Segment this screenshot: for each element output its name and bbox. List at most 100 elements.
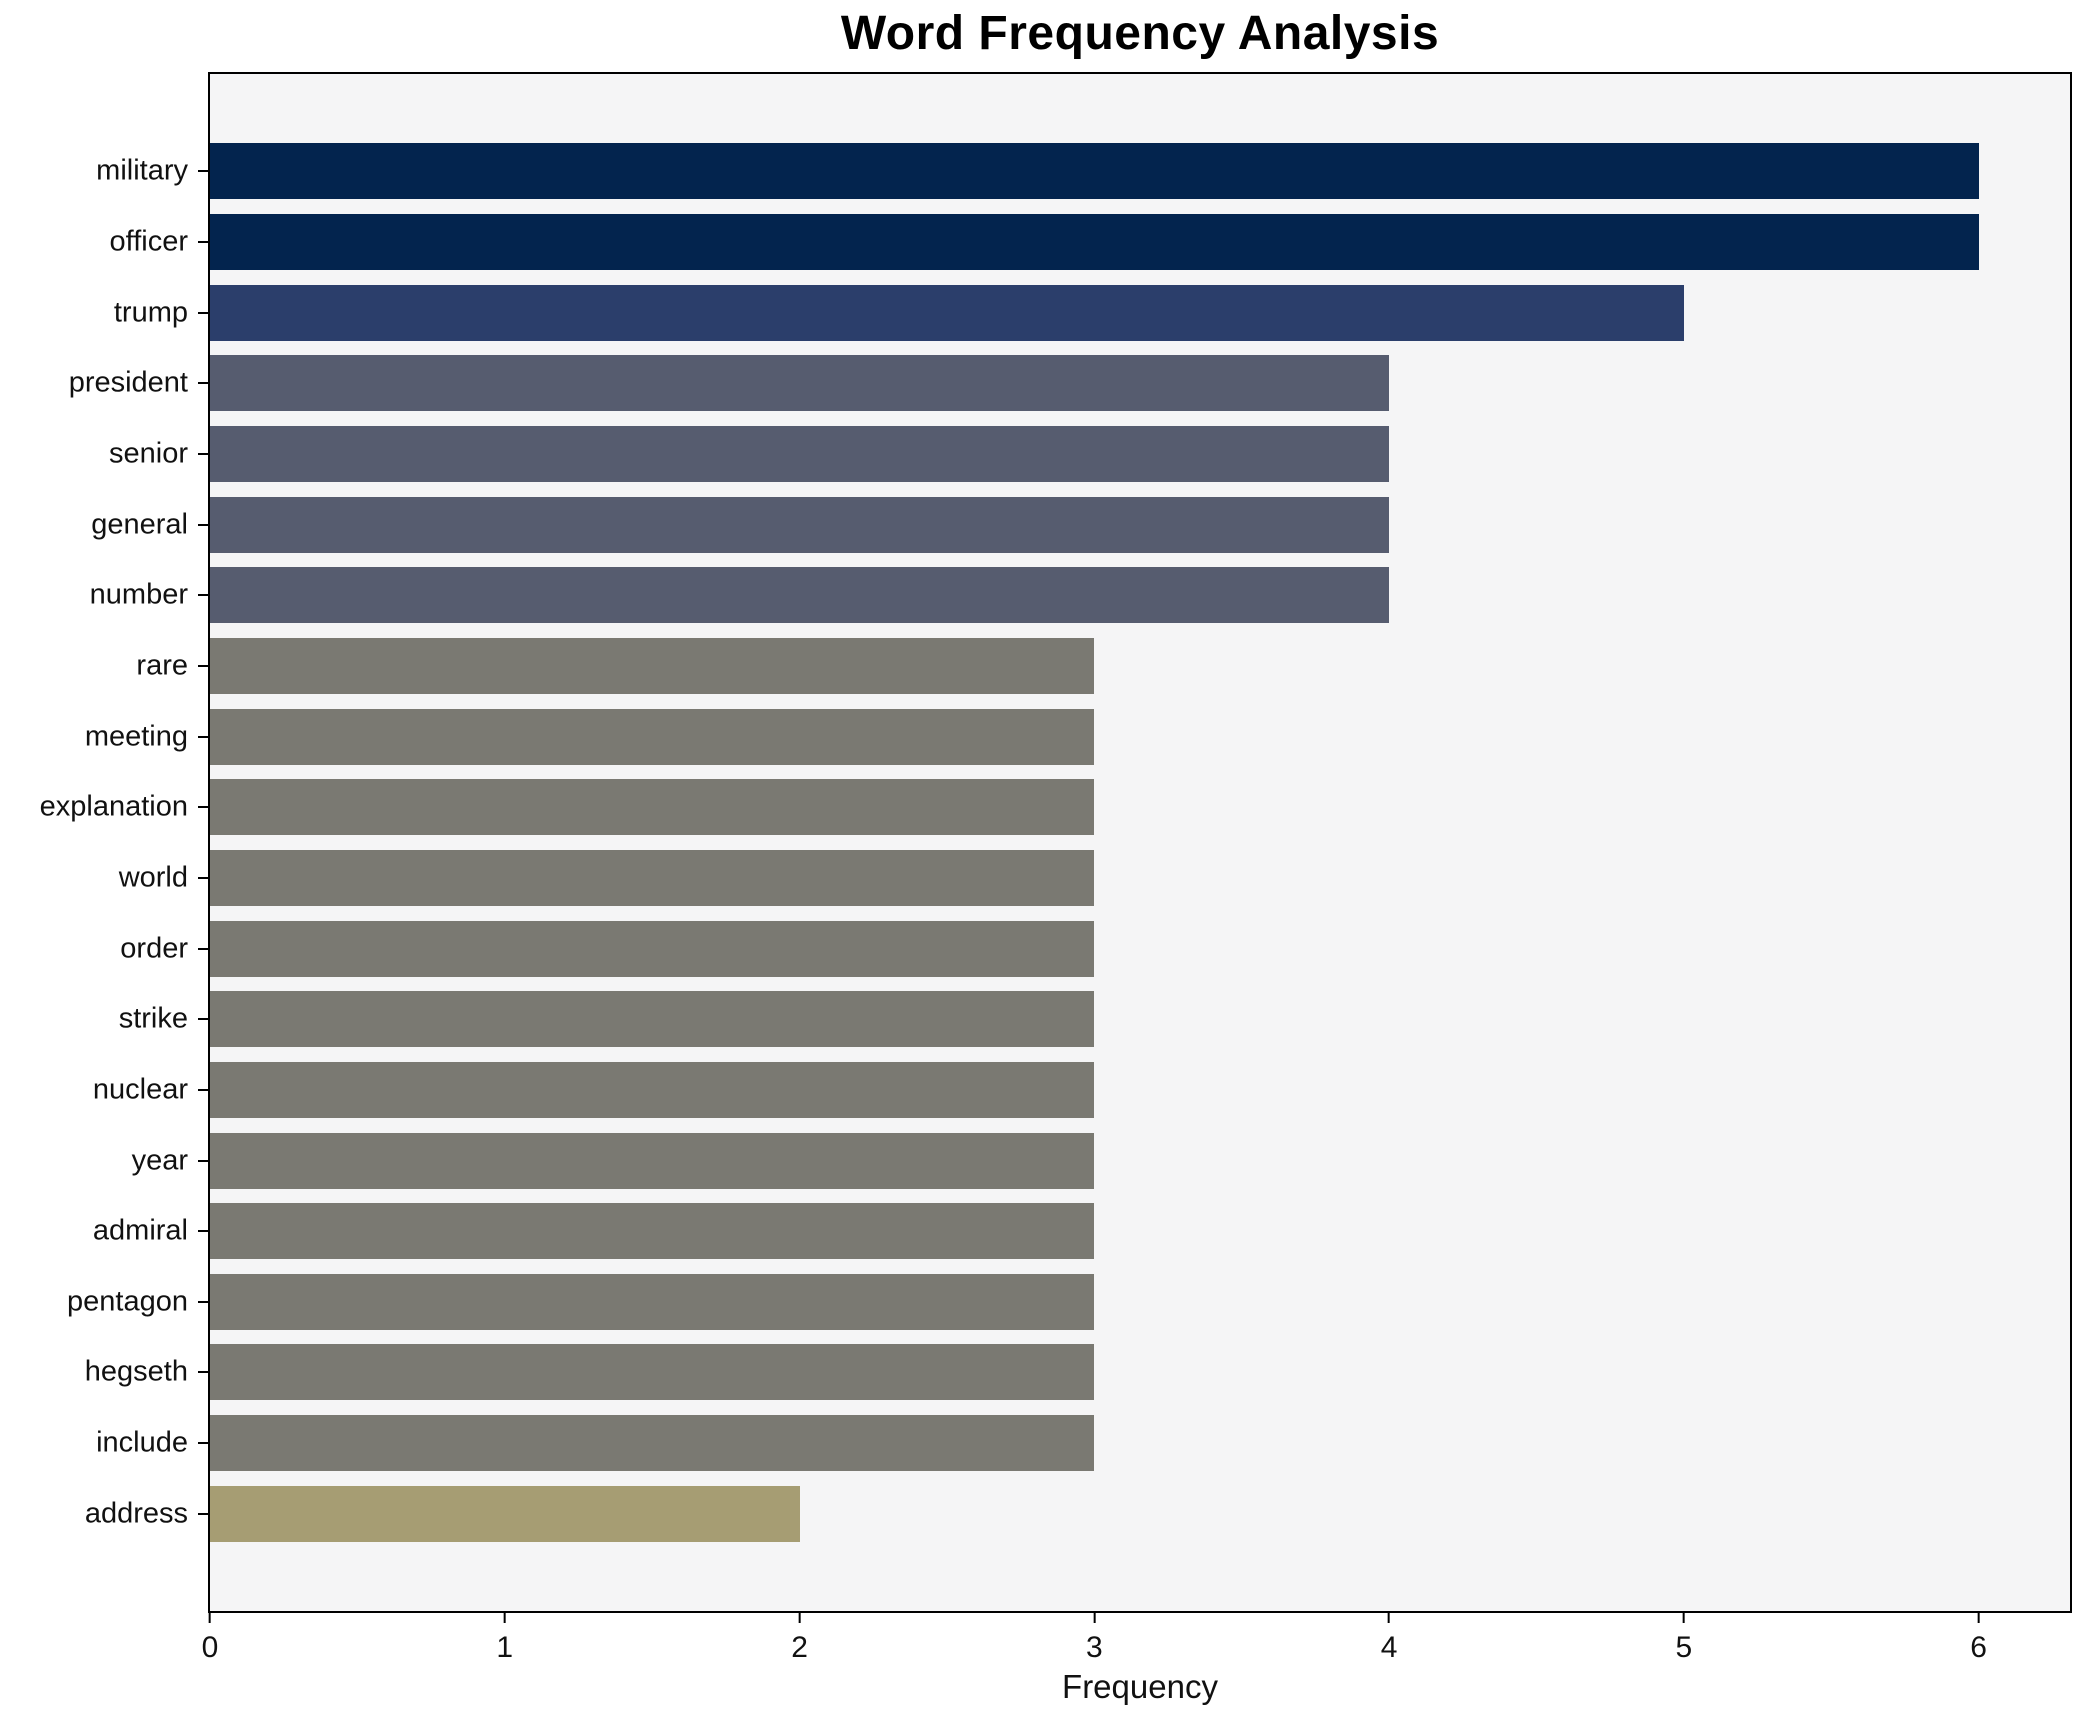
bar xyxy=(210,213,1979,270)
x-tick-label: 5 xyxy=(1675,1631,1693,1664)
y-tick-mark xyxy=(198,947,208,950)
bar-row: general xyxy=(91,489,2070,560)
x-tick-mark xyxy=(1388,1611,1391,1623)
y-tick-mark xyxy=(198,170,208,173)
y-tick-mark xyxy=(198,1230,208,1233)
bar xyxy=(210,1273,1095,1330)
x-tick-mark xyxy=(1093,1611,1096,1623)
bar xyxy=(210,425,1390,482)
x-tick-mark xyxy=(503,1611,506,1623)
x-tick: 5 xyxy=(1675,1611,1693,1665)
y-tick-mark xyxy=(198,1442,208,1445)
y-tick-label: trump xyxy=(113,296,188,329)
y-tick-label: hegseth xyxy=(84,1355,188,1388)
x-tick-label: 1 xyxy=(496,1631,514,1664)
y-tick-label: military xyxy=(96,154,188,187)
x-tick-mark xyxy=(209,1611,211,1623)
y-tick-label: number xyxy=(89,578,188,611)
bar xyxy=(210,496,1390,553)
y-tick-label: world xyxy=(118,861,188,894)
y-tick-label: meeting xyxy=(84,720,188,753)
bar xyxy=(210,779,1095,836)
x-tick: 4 xyxy=(1380,1611,1398,1665)
bar xyxy=(210,1203,1095,1260)
y-tick-mark xyxy=(198,1018,208,1021)
y-tick-label: nuclear xyxy=(92,1073,188,1106)
bar-row: trump xyxy=(114,277,2070,348)
bar xyxy=(210,708,1095,765)
bar-row: year xyxy=(132,1125,2070,1196)
y-tick-label: pentagon xyxy=(67,1285,188,1318)
x-tick-label: 2 xyxy=(791,1631,808,1664)
bar-row: pentagon xyxy=(67,1267,2070,1338)
y-tick-mark xyxy=(198,806,208,809)
chart-title: Word Frequency Analysis xyxy=(840,7,1440,60)
bar-row: strike xyxy=(119,984,2070,1055)
y-tick-label: general xyxy=(91,508,188,541)
bar xyxy=(210,1061,1095,1118)
y-tick-label: explanation xyxy=(39,790,188,823)
y-tick-mark xyxy=(198,1088,208,1091)
y-tick-mark xyxy=(198,523,208,526)
bar xyxy=(210,284,1684,341)
y-tick-label: address xyxy=(84,1497,188,1530)
bar-row: rare xyxy=(136,631,2070,702)
bar xyxy=(210,355,1390,412)
y-tick-mark xyxy=(198,594,208,597)
y-tick-mark xyxy=(198,1512,208,1515)
x-tick: 1 xyxy=(496,1611,513,1665)
bar-row: admiral xyxy=(93,1196,2070,1267)
bar-row: officer xyxy=(110,207,2070,278)
y-tick-mark xyxy=(198,382,208,385)
bar xyxy=(210,143,1979,200)
bar-row: meeting xyxy=(85,701,2070,772)
y-tick-mark xyxy=(198,1159,208,1162)
bar xyxy=(210,1415,1095,1472)
bar-row: order xyxy=(120,913,2070,984)
x-tick: 0 xyxy=(201,1611,219,1665)
bar-row: senior xyxy=(109,419,2070,490)
plot-area: military officer trump president senior gener… xyxy=(40,72,2072,1664)
bar-row: hegseth xyxy=(85,1337,2070,1408)
y-tick-label: admiral xyxy=(92,1214,188,1247)
x-tick-mark xyxy=(1977,1611,1980,1623)
x-tick-label: 3 xyxy=(1085,1631,1103,1664)
y-tick-mark xyxy=(198,452,208,455)
y-tick-label: officer xyxy=(109,225,188,258)
bar xyxy=(210,849,1095,906)
x-tick-mark xyxy=(798,1611,801,1623)
x-tick-label: 0 xyxy=(201,1631,219,1664)
y-tick-label: strike xyxy=(118,1002,188,1035)
bar-row: president xyxy=(69,348,2070,419)
bar-row: nuclear xyxy=(93,1055,2070,1126)
bar xyxy=(210,920,1095,977)
bar-row: world xyxy=(119,843,2070,914)
y-tick-mark xyxy=(198,311,208,314)
x-tick: 3 xyxy=(1086,1611,1103,1665)
y-tick-mark xyxy=(198,876,208,879)
bar-row: explanation xyxy=(40,772,2070,843)
y-tick-mark xyxy=(198,1300,208,1303)
bar-row: include xyxy=(96,1408,2070,1479)
y-tick-label: include xyxy=(96,1426,188,1459)
bars-container: military officer trump president senior gener… xyxy=(40,136,2070,1549)
bar-row: number xyxy=(90,560,2070,631)
bar-row: address xyxy=(85,1478,2070,1549)
y-tick-mark xyxy=(198,735,208,738)
y-tick-label: president xyxy=(68,366,188,399)
bar xyxy=(210,1344,1095,1401)
y-tick-label: order xyxy=(120,932,188,965)
y-tick-label: rare xyxy=(136,649,188,682)
x-tick-label: 4 xyxy=(1380,1631,1398,1664)
y-tick-mark xyxy=(198,1371,208,1374)
y-tick-mark xyxy=(198,240,208,243)
y-tick-label: year xyxy=(131,1144,188,1177)
bar xyxy=(210,637,1095,694)
x-tick-label: 6 xyxy=(1970,1631,1987,1664)
x-tick: 2 xyxy=(791,1611,808,1665)
y-tick-mark xyxy=(198,664,208,667)
bar xyxy=(210,991,1095,1048)
x-tick: 6 xyxy=(1970,1611,1987,1665)
bar xyxy=(210,1485,800,1542)
